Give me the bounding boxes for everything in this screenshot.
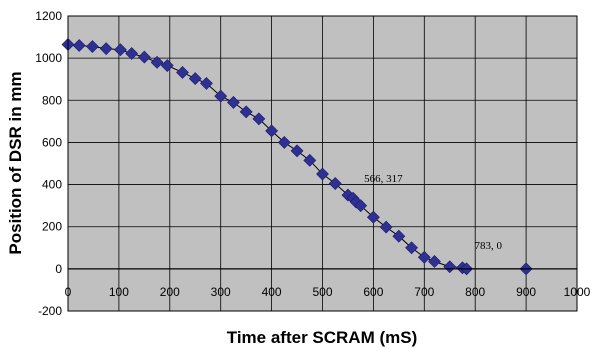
data-point (366, 210, 380, 224)
data-point (214, 89, 228, 103)
data-point (137, 50, 151, 64)
data-point (160, 59, 174, 72)
x-axis-title: Time after SCRAM (mS) (227, 328, 418, 347)
x-tick-label: 1000 (564, 285, 591, 299)
data-point (252, 112, 266, 126)
data-point (150, 55, 164, 69)
y-tick-label: -200 (38, 304, 62, 318)
data-point (379, 220, 393, 234)
y-tick-label: 400 (42, 178, 62, 192)
x-tick-label: 400 (262, 285, 282, 299)
y-tick-label: 200 (42, 220, 62, 234)
data-point (316, 167, 329, 181)
x-tick-labels: 0 100 200 300 400 500 600 700 800 900 1000 (65, 285, 591, 299)
x-tick-label: 100 (109, 285, 129, 299)
data-point (188, 72, 202, 86)
x-tick-label: 600 (363, 285, 383, 299)
data-markers (61, 38, 533, 276)
data-point (443, 260, 457, 274)
data-point (86, 40, 99, 53)
data-point (227, 95, 240, 109)
data-point (392, 229, 406, 243)
data-point (239, 105, 253, 119)
data-point (265, 124, 279, 138)
data-point (417, 250, 431, 264)
data-point (328, 177, 342, 190)
y-tick-label: 600 (42, 135, 62, 149)
x-tick-label: 800 (465, 285, 485, 299)
data-point (405, 241, 418, 255)
y-tick-label: 800 (42, 93, 62, 107)
x-tick-label: 300 (211, 285, 231, 299)
data-point (290, 144, 304, 158)
data-annotations: 566, 317 783, 0 (364, 173, 502, 252)
x-tick-label: 900 (516, 285, 536, 299)
x-tick-label: 200 (160, 285, 180, 299)
x-tick-label: 500 (312, 285, 332, 299)
data-point (354, 199, 368, 213)
data-point (428, 255, 441, 268)
data-point (99, 42, 113, 56)
plot-border (67, 15, 578, 312)
x-tick-label: 0 (65, 285, 72, 299)
data-point (277, 136, 291, 149)
data-point (72, 39, 86, 52)
y-tick-label: 1200 (35, 9, 62, 23)
y-tick-label: 1000 (35, 51, 62, 65)
y-tick-label: 0 (55, 262, 62, 276)
y-axis-title: Position of DSR in mm (6, 71, 25, 254)
data-label: 566, 317 (364, 173, 403, 185)
data-point (200, 77, 213, 90)
data-point (303, 153, 317, 167)
data-label: 783, 0 (475, 240, 503, 252)
x-tick-label: 700 (414, 285, 434, 299)
y-tick-labels: -200 0 200 400 600 800 1000 1200 (35, 9, 62, 318)
data-point (176, 66, 189, 79)
data-point (114, 43, 127, 57)
data-point (125, 47, 139, 60)
